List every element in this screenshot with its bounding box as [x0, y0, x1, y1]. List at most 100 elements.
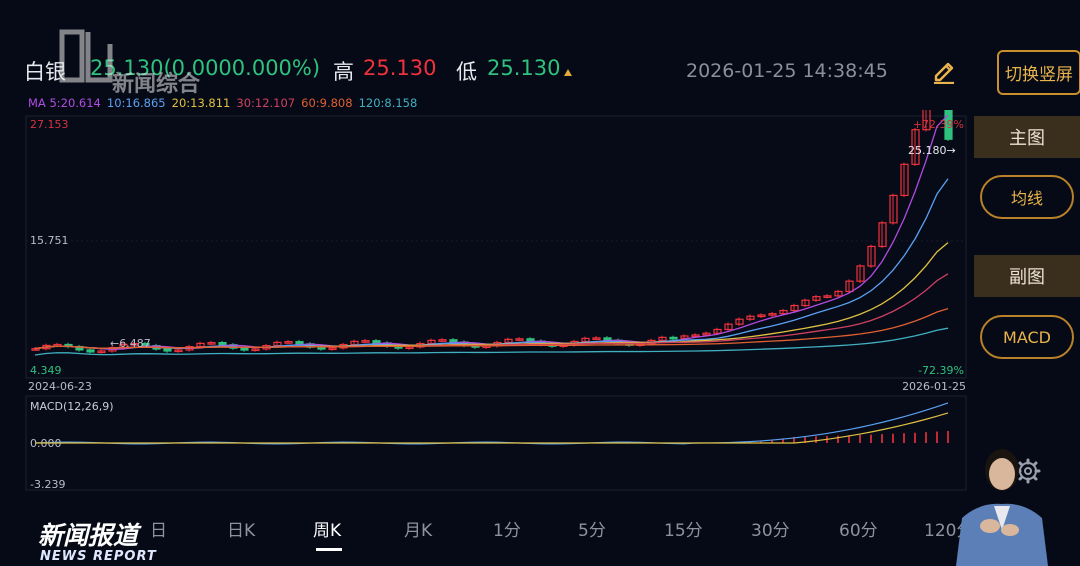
candle — [427, 339, 436, 345]
candle — [581, 337, 590, 343]
candle — [372, 340, 381, 344]
candle — [592, 337, 601, 340]
candle — [845, 280, 854, 293]
pct-bottom-label: -72.39% — [918, 364, 964, 377]
ma-legend-item: 10:16.865 — [106, 96, 166, 110]
last-price-marker: 25.180→ — [908, 144, 956, 157]
candle — [867, 245, 876, 267]
candle — [504, 338, 513, 344]
macd-title: MACD(12,26,9) — [30, 400, 114, 413]
pct-top-label: +72.39% — [913, 118, 964, 131]
y-axis-mid-label: 15.751 — [30, 234, 69, 247]
candle — [218, 342, 227, 346]
candle — [746, 315, 755, 320]
candle — [669, 336, 678, 340]
pencil-icon[interactable] — [930, 56, 958, 84]
candle — [515, 338, 524, 341]
tab-intraday[interactable]: 日 — [150, 521, 167, 541]
candle — [317, 346, 326, 350]
candle — [812, 296, 821, 301]
kline-chart[interactable]: 27.153 15.751 4.349 +72.39% -72.39% 25.1… — [0, 110, 972, 510]
high-value: 25.130 — [363, 56, 437, 80]
candle — [834, 290, 843, 297]
low-label: 低 — [456, 60, 477, 84]
candle — [86, 349, 95, 353]
active-tab-indicator — [316, 548, 342, 551]
tab-30min[interactable]: 30分 — [751, 521, 790, 541]
main-chart-header[interactable]: 主图 — [974, 116, 1080, 158]
candle — [713, 328, 722, 334]
macd-indicator-button[interactable]: MACD — [980, 315, 1074, 359]
candle — [889, 194, 898, 224]
sub-chart-header[interactable]: 副图 — [974, 255, 1080, 297]
indicator-panel: 主图 均线 副图 MACD — [972, 110, 1080, 490]
ma-indicator-button[interactable]: 均线 — [980, 175, 1074, 219]
candle — [801, 299, 810, 307]
last-price-change: 25.130(0.0000.000%) — [90, 56, 321, 80]
y-axis-top-label: 27.153 — [30, 118, 69, 131]
tab-daily-k[interactable]: 日K — [227, 521, 256, 541]
candle — [207, 342, 216, 345]
candle — [757, 314, 766, 318]
macd-lines — [34, 402, 949, 445]
station-logo-text: 新闻综合 — [112, 72, 201, 97]
tab-1min[interactable]: 1分 — [493, 521, 521, 541]
news-report-cn: 新闻报道 — [38, 521, 139, 550]
candle — [944, 110, 953, 140]
candle — [526, 338, 535, 342]
ma-line — [34, 327, 949, 356]
candle — [724, 323, 733, 331]
ma-legend-item: 60:9.808 — [301, 96, 353, 110]
candle — [900, 163, 909, 197]
candle — [284, 341, 293, 344]
candle — [691, 334, 700, 338]
switch-portrait-button[interactable]: 切换竖屏 — [997, 50, 1080, 95]
candle — [328, 347, 337, 351]
tab-60min[interactable]: 60分 — [839, 521, 878, 541]
candle — [768, 313, 777, 316]
candle — [911, 129, 920, 165]
candle — [735, 318, 744, 325]
date-start-label: 2024-06-23 — [28, 380, 92, 393]
ma-legend-item: MA 5:20.614 — [28, 96, 101, 110]
candle — [658, 336, 667, 342]
candle — [130, 342, 139, 346]
moving-average-lines — [34, 114, 949, 356]
tab-5min[interactable]: 5分 — [578, 521, 606, 541]
instrument-name: 白银 — [24, 60, 66, 84]
candle — [174, 349, 183, 353]
quote-datetime: 2026-01-25 14:38:45 — [686, 60, 888, 82]
candle — [240, 347, 249, 351]
station-logo-icon — [59, 29, 113, 83]
period-tabs: 日 日K 周K 月K 1分 5分 15分 30分 60分 120分 — [0, 510, 1080, 551]
ma-legend-item: 20:13.811 — [171, 96, 231, 110]
ma-line — [34, 307, 949, 350]
candle — [361, 340, 370, 343]
candle — [823, 295, 832, 298]
gear-icon[interactable] — [1015, 458, 1041, 484]
tab-15min[interactable]: 15分 — [664, 521, 703, 541]
low-value: 25.130 — [487, 56, 561, 80]
ma-legend-item: 120:8.158 — [358, 96, 418, 110]
news-report-logo: 新闻报道 NEWS REPORT — [28, 516, 168, 566]
candle — [680, 335, 689, 339]
candle — [779, 309, 788, 315]
news-report-en: NEWS REPORT — [40, 549, 157, 564]
tab-monthly-k[interactable]: 月K — [404, 521, 433, 541]
high-label: 高 — [333, 60, 354, 84]
candle — [141, 342, 150, 347]
sign-language-presenter — [956, 449, 1048, 566]
y-axis-bottom-label: 4.349 — [30, 364, 62, 377]
date-end-label: 2026-01-25 — [902, 380, 966, 393]
candle — [163, 348, 172, 352]
low-indicator-icon — [564, 69, 572, 76]
low-price-marker: ←6.487 — [110, 337, 151, 350]
candle — [449, 339, 458, 343]
tab-weekly-k[interactable]: 周K — [313, 521, 342, 541]
candle — [922, 110, 931, 131]
macd-line — [35, 412, 949, 444]
candle — [856, 265, 865, 282]
macd-bottom-label: -3.239 — [30, 478, 65, 491]
candle — [790, 304, 799, 312]
candle — [702, 332, 711, 336]
